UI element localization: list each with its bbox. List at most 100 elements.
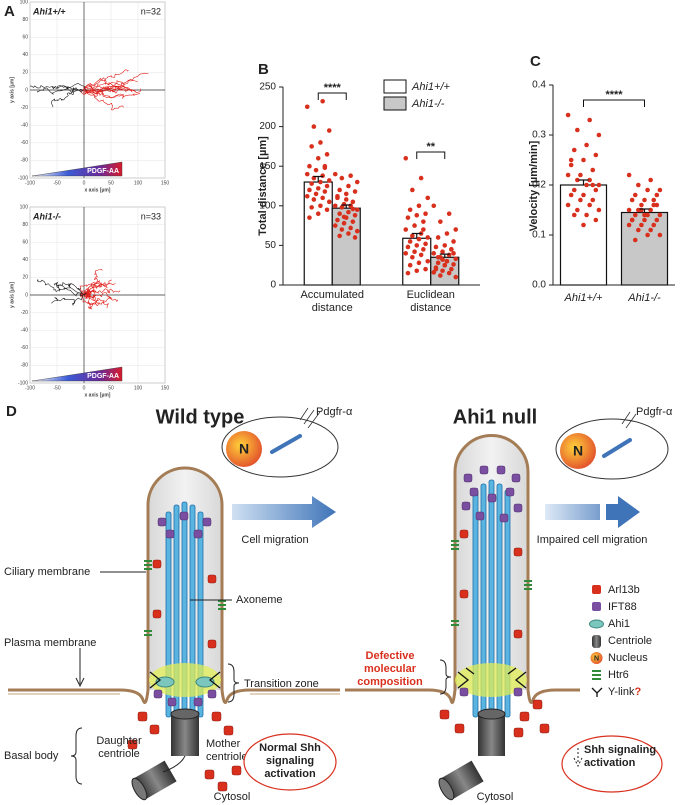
data-point [318,140,323,145]
legend-label: Arl13b [608,584,640,596]
data-point [587,117,592,123]
data-point [431,251,437,256]
legend-query: ? [635,686,642,698]
n-label: n=33 [141,211,161,221]
data-point [341,214,347,220]
daughter-centriole-box: Daughter centriole [96,735,141,760]
data-point [654,192,660,198]
legend-swatch [383,96,407,111]
pointer-arrow [75,648,85,688]
data-point [418,252,424,258]
data-point [341,220,347,226]
data-point [654,202,660,208]
y-link [457,667,527,689]
y-tick-label: 60 [22,240,28,246]
data-point [322,163,328,169]
y-axis-label: Total distance [µm] [257,136,269,236]
data-point [626,207,632,213]
data-point [654,217,660,223]
error-bar [411,232,422,239]
y-tick-label: 80 [22,17,28,23]
data-point [332,223,338,228]
data-point [632,237,638,243]
data-point [414,243,420,248]
data-point [440,257,445,262]
data-point [587,177,592,183]
legend-swatch [383,79,407,94]
cytosol-label: Cytosol [214,791,251,803]
data-point [348,225,353,231]
data-point [309,181,314,186]
htr6 [144,560,226,636]
n-label: n=32 [141,6,161,16]
legend-label: Ahi1 [608,618,630,630]
data-point [407,239,413,244]
x-tick-label: 50 [108,180,114,186]
cell-track [51,294,84,306]
panel-label: B [258,61,269,78]
data-point [322,189,328,194]
data-point [315,211,321,217]
data-point [446,211,452,217]
data-point [571,147,577,153]
data-point [339,227,345,232]
data-point [596,182,602,188]
ift88 [153,511,217,707]
x-tick-label: Euclidean distance [406,289,455,314]
legend-label: Htr6 [608,669,629,681]
y-tick-label: 0 [270,280,276,291]
transition-zone [149,663,221,697]
migration-label: Cell migration [241,534,308,546]
cell-track [85,290,119,303]
cell-track [51,88,84,108]
data-point [578,197,583,203]
data-point [584,212,589,218]
data-point [590,197,596,203]
data-point [421,247,426,252]
wild-type-diagram: Wild type N Pdgfr-α Cell migration [4,406,353,803]
data-point [311,197,317,202]
data-point [568,162,574,168]
data-point [405,215,411,220]
data-point [657,187,663,193]
legend-label: Centriole [608,635,652,647]
x-tick-label: 50 [108,385,114,391]
data-point [307,187,312,193]
data-point [626,172,632,178]
migration-arrow [232,496,336,528]
data-point [403,251,409,256]
y-tick-label: 50 [265,240,277,251]
data-point [403,227,409,232]
nucleus-label: N [239,441,249,457]
legend-label: IFT88 [608,601,637,613]
data-point [584,182,589,188]
data-point [337,211,342,217]
y-tick-label: 0.1 [532,230,546,241]
data-point [337,233,342,239]
cell-track [85,288,121,296]
data-point [343,197,349,202]
genotype-label: Ahi1-/- [32,211,61,221]
x-tick-label: 100 [134,385,143,391]
data-point [593,187,599,193]
data-point [405,244,411,250]
cell-track [80,290,113,299]
data-point [648,227,653,233]
data-point [575,177,580,183]
daughter-centriole [438,760,484,801]
data-point [318,179,323,185]
data-point [403,155,409,161]
data-point [584,142,589,148]
transition-zone-label: Transition zone [244,678,319,690]
data-point [575,127,580,133]
ciliary-membrane-label: Ciliary membrane [4,566,90,578]
data-point [418,175,424,181]
legend-swatch [592,602,601,611]
data-point [449,247,454,252]
legend-swatch [592,635,601,648]
data-point [346,183,351,189]
cell-track [37,279,86,297]
data-point [320,98,325,104]
cilium-icon [270,434,302,454]
ahi1 [155,676,175,688]
